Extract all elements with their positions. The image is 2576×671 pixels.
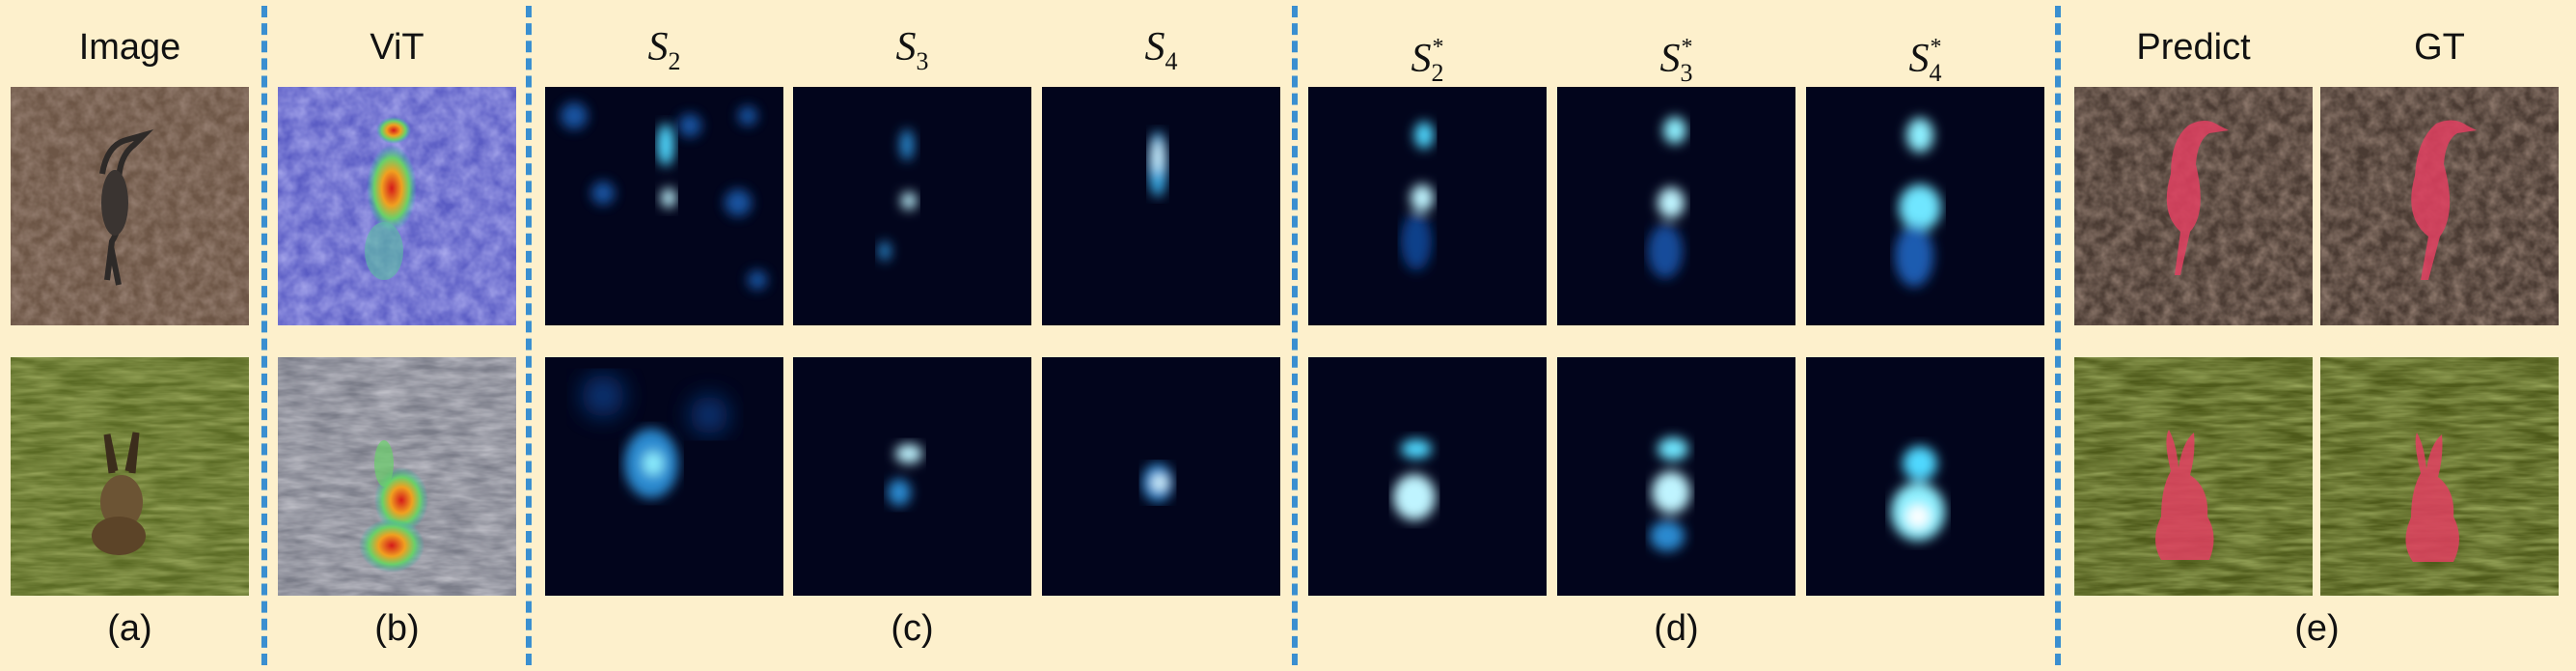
caption-e: (e) <box>2294 608 2340 649</box>
s4-hare <box>1042 357 1280 596</box>
header-s3: S3 <box>895 25 929 75</box>
s4-star-hare <box>1806 357 2044 596</box>
image-bird <box>11 87 249 325</box>
s3-hare <box>793 357 1031 596</box>
header-s2-star: S2* <box>1411 35 1444 87</box>
gt-hare <box>2320 357 2559 596</box>
header-s2: S2 <box>647 25 681 75</box>
header-s4-star: S4* <box>1908 35 1942 87</box>
caption-a: (a) <box>107 608 152 649</box>
separator-3 <box>1292 6 1298 665</box>
s2-hare <box>545 357 783 596</box>
header-image: Image <box>78 27 181 68</box>
header-vit: ViT <box>370 27 425 68</box>
separator-1 <box>261 6 267 665</box>
caption-c: (c) <box>891 608 934 649</box>
header-s4: S4 <box>1144 25 1178 75</box>
predict-hare <box>2074 357 2313 596</box>
header-predict: Predict <box>2136 27 2251 68</box>
s4-bird <box>1042 87 1280 325</box>
caption-d: (d) <box>1654 608 1699 649</box>
caption-b: (b) <box>374 608 420 649</box>
s4-star-bird <box>1806 87 2044 325</box>
s2-star-hare <box>1308 357 1547 596</box>
predict-bird <box>2074 87 2313 325</box>
vit-hare <box>278 357 516 596</box>
separator-2 <box>526 6 532 665</box>
header-gt: GT <box>2414 27 2465 68</box>
s3-star-bird <box>1557 87 1795 325</box>
header-s3-star: S3* <box>1659 35 1693 87</box>
s3-bird <box>793 87 1031 325</box>
s2-star-bird <box>1308 87 1547 325</box>
s3-star-hare <box>1557 357 1795 596</box>
vit-bird <box>278 87 516 325</box>
s2-bird <box>545 87 783 325</box>
image-hare <box>11 357 249 596</box>
separator-4 <box>2055 6 2061 665</box>
gt-bird <box>2320 87 2559 325</box>
